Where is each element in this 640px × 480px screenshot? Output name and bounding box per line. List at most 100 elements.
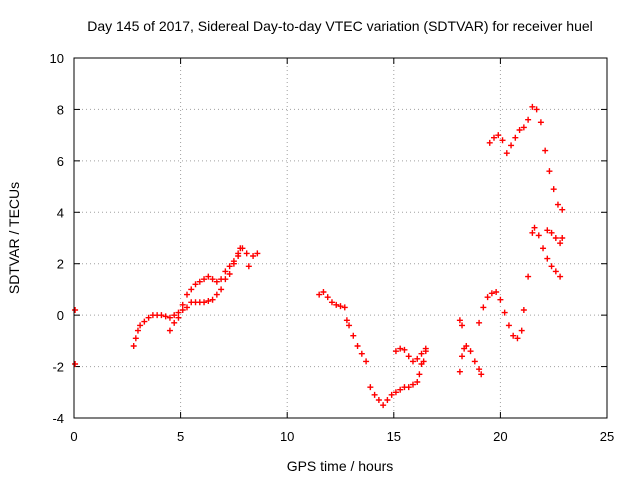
data-point — [158, 312, 165, 319]
data-point — [320, 289, 327, 295]
y-tick-label: 8 — [57, 102, 64, 117]
data-point — [324, 294, 331, 301]
data-point — [213, 291, 220, 298]
x-tick-label: 0 — [70, 429, 77, 444]
data-point — [254, 250, 261, 257]
data-point — [218, 276, 225, 283]
data-point — [459, 322, 466, 329]
grid-lines — [74, 58, 607, 418]
data-point — [226, 271, 233, 277]
data-point — [518, 327, 525, 334]
data-point — [552, 268, 559, 275]
y-tick-label: 10 — [50, 51, 64, 66]
data-point — [226, 263, 233, 270]
data-point — [535, 232, 542, 239]
data-point — [380, 402, 387, 409]
data-points — [72, 103, 566, 409]
data-point — [171, 312, 178, 319]
data-point — [495, 132, 502, 139]
data-point — [363, 358, 370, 365]
data-point — [491, 134, 498, 141]
x-axis-label: GPS time / hours — [287, 458, 394, 474]
data-point — [183, 304, 190, 311]
data-point — [499, 137, 506, 144]
data-point — [367, 384, 374, 391]
data-point — [343, 317, 350, 324]
data-point — [550, 186, 557, 193]
data-point — [467, 348, 474, 355]
data-point — [557, 273, 564, 280]
data-point — [171, 319, 178, 326]
data-point — [245, 263, 252, 270]
data-point — [416, 371, 423, 378]
data-point — [358, 350, 365, 357]
data-point — [548, 263, 555, 270]
data-point — [132, 335, 139, 342]
data-point — [179, 307, 186, 313]
data-point — [196, 278, 203, 285]
data-point — [456, 368, 463, 375]
data-point — [192, 281, 199, 288]
data-point — [201, 276, 208, 283]
data-point — [201, 299, 208, 306]
x-tick-label: 5 — [177, 429, 184, 444]
x-tick-label: 15 — [387, 429, 401, 444]
data-point — [72, 307, 79, 313]
data-point — [175, 309, 182, 316]
axis-ticks: 0 5 10 15 20 25 -4 -2 0 2 4 6 8 10 — [50, 51, 615, 444]
data-point — [546, 168, 553, 175]
data-point — [414, 355, 421, 362]
data-point — [209, 296, 216, 303]
data-point — [346, 322, 353, 329]
data-point — [459, 353, 466, 360]
data-point — [405, 353, 412, 360]
data-point — [205, 273, 212, 280]
data-point — [328, 299, 335, 306]
data-point — [166, 314, 173, 321]
data-point — [503, 150, 510, 157]
data-point — [554, 201, 561, 208]
data-point — [218, 286, 225, 293]
data-point — [548, 229, 555, 236]
data-point — [375, 397, 382, 403]
y-tick-label: 2 — [57, 257, 64, 272]
x-tick-label: 20 — [493, 429, 507, 444]
data-point — [422, 345, 429, 352]
data-point — [516, 127, 523, 133]
data-point — [544, 227, 551, 234]
data-point — [137, 322, 144, 329]
data-point — [559, 235, 566, 241]
data-point — [529, 229, 536, 236]
data-point — [476, 319, 483, 326]
data-point — [183, 291, 190, 298]
data-point — [175, 314, 182, 321]
data-point — [557, 240, 564, 247]
data-point — [239, 245, 246, 252]
data-point — [501, 309, 508, 316]
y-tick-label: 6 — [57, 154, 64, 169]
data-point — [505, 322, 512, 329]
data-point — [456, 317, 463, 324]
data-point — [337, 303, 344, 310]
data-point — [542, 147, 549, 154]
data-point — [222, 268, 229, 275]
data-point — [414, 379, 421, 385]
data-point — [508, 142, 515, 149]
data-point — [471, 358, 478, 365]
y-tick-label: -4 — [52, 411, 64, 426]
data-point — [478, 371, 485, 378]
data-point — [250, 253, 257, 259]
data-point — [166, 327, 173, 334]
data-point — [463, 343, 470, 349]
y-tick-label: -2 — [52, 360, 64, 375]
data-point — [179, 301, 186, 308]
x-tick-label: 25 — [600, 429, 614, 444]
data-point — [537, 119, 544, 126]
data-point — [384, 397, 391, 403]
data-point — [134, 327, 141, 334]
data-point — [484, 294, 491, 301]
data-point — [188, 286, 195, 293]
data-point — [510, 332, 517, 339]
data-point — [514, 335, 521, 342]
